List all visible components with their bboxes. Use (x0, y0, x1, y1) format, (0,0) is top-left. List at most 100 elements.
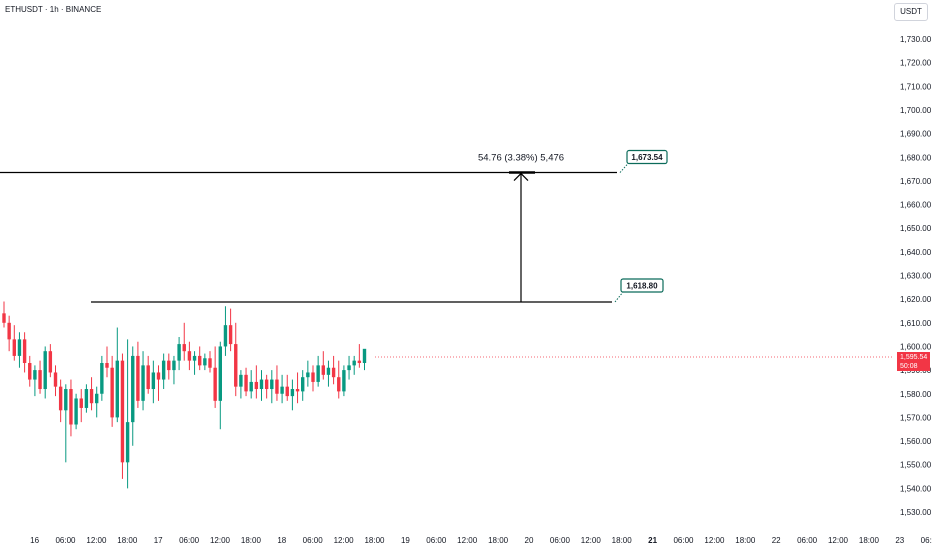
candle (264, 374, 269, 399)
candle-body (337, 377, 341, 392)
candle-body (316, 365, 320, 382)
candle-body (290, 389, 295, 397)
time-tick-label: 12:00 (457, 536, 478, 545)
candle (177, 336, 181, 371)
time-tick-label: 12:00 (334, 536, 355, 545)
candle-body (321, 365, 325, 375)
candle-body (352, 360, 356, 366)
candle-body (151, 372, 156, 390)
candle-body (239, 374, 243, 387)
candle-body (306, 372, 310, 378)
candle-body (38, 370, 42, 390)
time-tick-label: 21 (648, 536, 657, 545)
candle (38, 360, 42, 394)
lower-level-tag[interactable]: 1,618.80 (614, 278, 664, 303)
candle (156, 365, 161, 401)
price-tick-label: 1,600.00 (900, 342, 932, 351)
time-tick-label: 06:00 (921, 536, 932, 545)
lower-level-label: 1,618.80 (626, 281, 658, 290)
candle-body (7, 322, 11, 340)
candle (316, 355, 320, 387)
time-tick-label: 12:00 (210, 536, 231, 545)
price-tick-label: 1,580.00 (900, 390, 932, 399)
candle (326, 360, 331, 387)
last-price-tag: 1,595.54 50:08 (897, 352, 930, 371)
time-tick-label: 12:00 (828, 536, 849, 545)
time-tick-label: 20 (525, 536, 534, 545)
candle (172, 355, 176, 385)
time-tick-label: 18:00 (364, 536, 385, 545)
price-tick-label: 1,720.00 (900, 59, 932, 68)
candle-body (259, 379, 264, 390)
candle-body (120, 360, 125, 463)
candle (337, 360, 341, 399)
last-price-value: 1,595.54 (900, 354, 928, 361)
upper-level-tag[interactable]: 1,673.54 (619, 149, 668, 173)
candle-body (58, 386, 63, 411)
time-tick-label: 18:00 (612, 536, 633, 545)
candle-body (84, 389, 89, 408)
candle-body (331, 367, 336, 378)
candle-body (161, 360, 166, 380)
candle-body (2, 313, 6, 323)
price-tick-label: 1,540.00 (900, 484, 932, 493)
candle-body (285, 386, 289, 397)
candle-body (53, 372, 58, 387)
time-tick-label: 12:00 (704, 536, 725, 545)
price-tick-label: 1,680.00 (900, 153, 932, 162)
price-tick-label: 1,620.00 (900, 295, 932, 304)
candle-body (64, 389, 68, 411)
currency-button[interactable]: USDT (894, 3, 928, 21)
candle-body (301, 377, 305, 392)
candle (208, 351, 212, 373)
candle (167, 353, 171, 380)
price-tick-label: 1,530.00 (900, 508, 932, 517)
candle (213, 346, 217, 408)
candle (115, 327, 119, 423)
price-tick-label: 1,630.00 (900, 272, 932, 281)
time-tick-label: 16 (30, 536, 39, 545)
time-axis[interactable]: 16 06:00 12:00 18:00 17 06:00 12:00 18:00 18 06:0… (30, 536, 932, 545)
price-tick-label: 1,670.00 (900, 177, 932, 186)
candle (110, 355, 114, 427)
candle (64, 384, 68, 463)
candle-body (362, 348, 367, 364)
candle-body (12, 339, 16, 356)
candle (301, 370, 305, 401)
time-tick-label: 19 (401, 536, 410, 545)
candle-body (125, 422, 130, 463)
candle-body (213, 367, 217, 401)
candle (321, 351, 325, 380)
candle (146, 355, 150, 394)
time-tick-label: 22 (772, 536, 781, 545)
candle-body (28, 363, 32, 380)
drawings-layer: 54.76 (3.38%) 5,476 1,673.54 1,618.80 (0, 149, 893, 358)
symbol-title: ETHUSDT · 1h · BINANCE (5, 5, 102, 14)
candle (161, 353, 166, 390)
price-tick-label: 1,570.00 (900, 413, 932, 422)
candle (120, 353, 125, 479)
price-tick-label: 1,640.00 (900, 248, 932, 257)
candle-body (146, 365, 150, 390)
time-tick-label: 18:00 (241, 536, 262, 545)
candle-body (311, 372, 315, 382)
candle (228, 308, 233, 352)
candle (275, 365, 279, 401)
time-tick-label: 06:00 (55, 536, 76, 545)
candle-body (105, 363, 109, 368)
time-tick-label: 06:00 (179, 536, 200, 545)
candle (290, 379, 295, 411)
candle-body (347, 365, 351, 371)
candle (285, 374, 289, 401)
candle (234, 322, 238, 397)
candle-body (74, 398, 78, 425)
time-tick-label: 12:00 (581, 536, 602, 545)
candle (141, 351, 145, 411)
time-tick-label: 18:00 (117, 536, 138, 545)
candle (192, 351, 197, 375)
candle (136, 341, 140, 408)
price-axis[interactable]: 1,730.00 1,720.00 1,710.00 1,700.00 1,690.00… (900, 35, 932, 517)
price-tick-label: 1,650.00 (900, 224, 932, 233)
time-tick-label: 06:00 (673, 536, 694, 545)
